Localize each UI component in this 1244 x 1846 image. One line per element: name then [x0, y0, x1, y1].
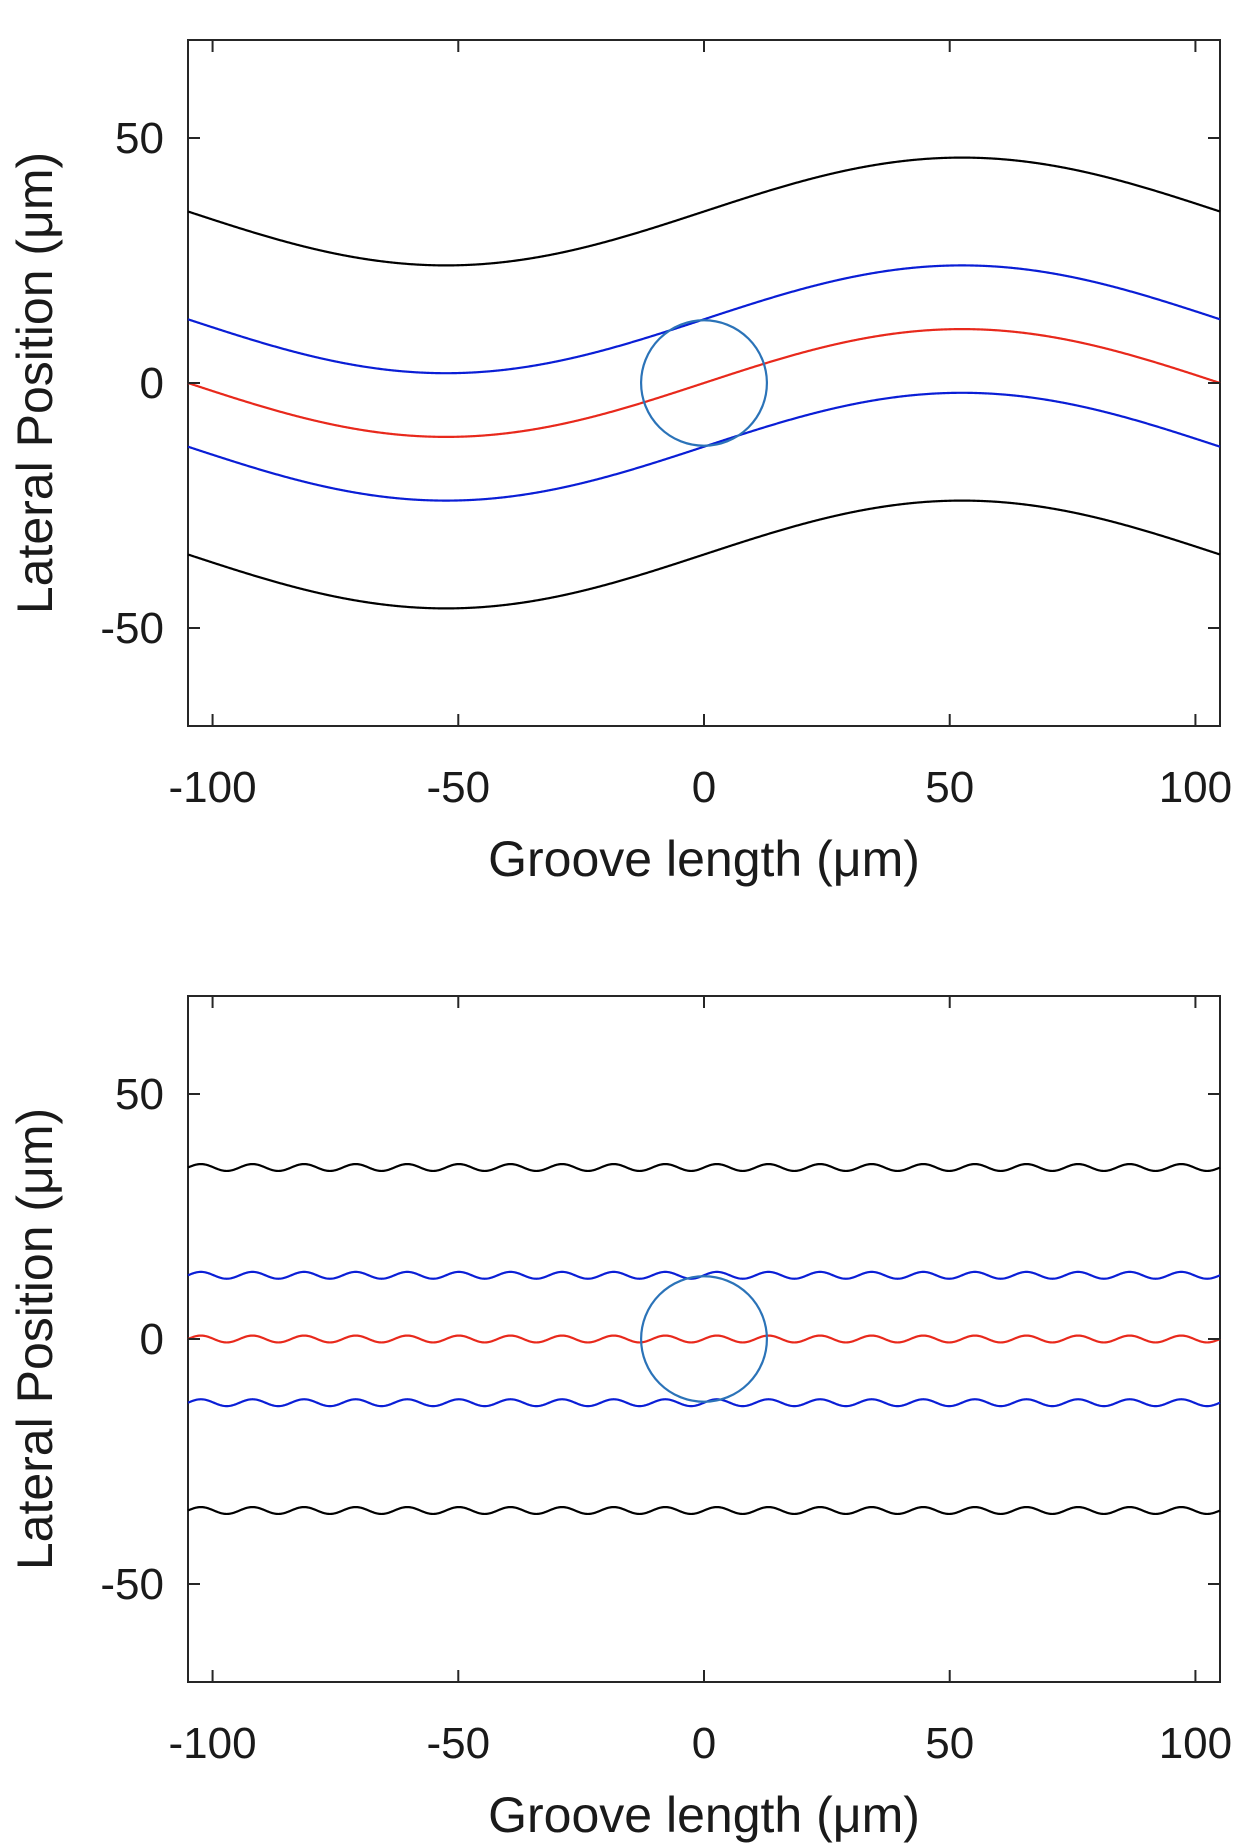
- particle-circle-top: [639, 319, 769, 447]
- y-axis-label-bottom: Lateral Position (μm): [7, 1108, 63, 1570]
- y-tick-label: 50: [115, 1070, 164, 1119]
- x-ticks-top: -100 -50 0 50 100: [169, 40, 1232, 812]
- y-tick-label: -50: [100, 604, 164, 653]
- x-tick-label: 50: [925, 763, 974, 812]
- y-ticks-bottom: -50 0 50: [100, 1070, 1220, 1609]
- series-line-outer-lower-bottom: [187, 1505, 1221, 1516]
- x-tick-label: 50: [925, 1719, 974, 1768]
- x-axis-label-bottom: Groove length (μm): [488, 1787, 920, 1843]
- x-tick-label: -100: [169, 1719, 257, 1768]
- x-tick-label: 100: [1159, 763, 1232, 812]
- y-tick-label: 0: [140, 359, 164, 408]
- series-line-outer-upper-bottom: [187, 1162, 1221, 1173]
- y-tick-label: 50: [115, 114, 164, 163]
- x-tick-label: -100: [169, 763, 257, 812]
- x-tick-label: 0: [692, 763, 716, 812]
- series-group-top: [187, 156, 1221, 610]
- x-tick-label: -50: [426, 1719, 490, 1768]
- x-axis-label-top: Groove length (μm): [488, 831, 920, 887]
- x-ticks-bottom: -100 -50 0 50 100: [169, 996, 1232, 1768]
- x-tick-label: 0: [692, 1719, 716, 1768]
- y-axis-label-top: Lateral Position (μm): [7, 152, 63, 614]
- x-tick-label: 100: [1159, 1719, 1232, 1768]
- series-line-center-top: [187, 328, 1221, 438]
- y-tick-label: -50: [100, 1560, 164, 1609]
- x-tick-label: -50: [426, 763, 490, 812]
- series-line-center-bottom: [187, 1334, 1221, 1344]
- y-tick-label: 0: [140, 1315, 164, 1364]
- series-line-outer-upper-top: [187, 156, 1221, 267]
- series-line-outer-lower-top: [187, 499, 1221, 610]
- particle-circle-bottom: [639, 1275, 769, 1403]
- y-ticks-top: -50 0 50: [100, 114, 1220, 653]
- series-group-bottom: [187, 1162, 1221, 1516]
